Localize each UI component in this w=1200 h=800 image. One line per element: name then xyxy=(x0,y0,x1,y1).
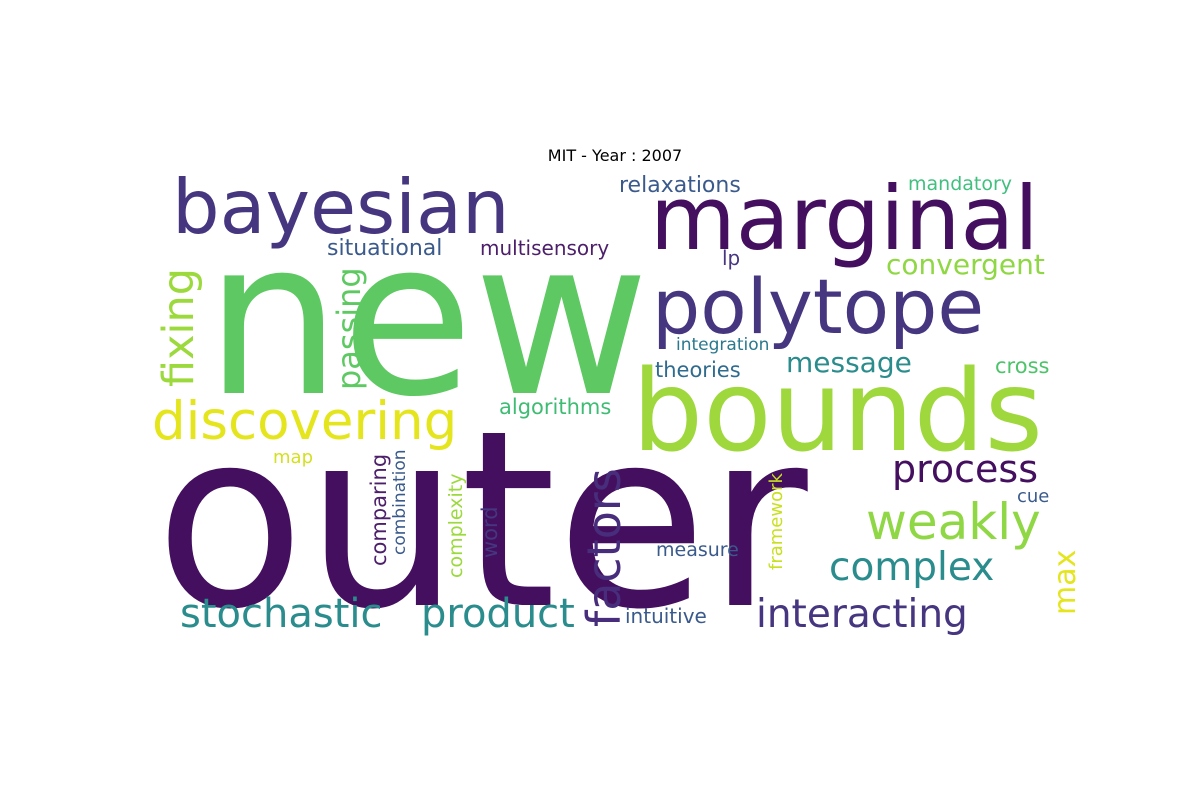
word-stochastic: stochastic xyxy=(180,591,382,637)
word-fixing: fixing xyxy=(154,268,204,387)
word-algorithms: algorithms xyxy=(499,395,611,419)
word-interacting: interacting xyxy=(756,592,968,637)
word-framework: framework xyxy=(766,472,787,570)
word-convergent: convergent xyxy=(886,248,1045,281)
word-relaxations: relaxations xyxy=(619,173,741,198)
word-process: process xyxy=(892,447,1038,491)
word-integration: integration xyxy=(676,335,769,355)
word-factors: factors xyxy=(577,468,631,627)
word-comparing: comparing xyxy=(367,454,391,566)
word-theories: theories xyxy=(655,358,741,382)
word-new: new xyxy=(205,193,649,444)
word-situational: situational xyxy=(327,236,442,261)
word-combination: combination xyxy=(390,449,410,555)
word-polytope: polytope xyxy=(652,262,984,351)
word-bayesian: bayesian xyxy=(172,163,510,251)
word-max: max xyxy=(1048,550,1083,615)
word-cue: cue xyxy=(1017,486,1049,507)
word-complexity: complexity xyxy=(445,474,467,579)
word-passing: passing xyxy=(330,267,368,390)
word-map: map xyxy=(273,447,313,468)
word-outer: outer xyxy=(155,378,808,663)
word-discovering: discovering xyxy=(152,391,457,452)
word-multisensory: multisensory xyxy=(480,236,609,260)
word-bounds: bounds xyxy=(632,347,1043,477)
word-weakly: weakly xyxy=(866,493,1041,551)
word-marginal: marginal xyxy=(650,167,1039,270)
chart-title: MIT - Year : 2007 xyxy=(547,146,683,165)
word-message: message xyxy=(786,346,912,379)
word-mandatory: mandatory xyxy=(908,173,1012,195)
word-intuitive: intuitive xyxy=(625,604,707,628)
word-measure: measure xyxy=(656,539,739,561)
word-word: word xyxy=(478,506,502,558)
word-complex: complex xyxy=(829,545,994,590)
word-product: product xyxy=(421,591,575,637)
word-lp: lp xyxy=(722,246,740,270)
word-cross: cross xyxy=(995,354,1049,378)
